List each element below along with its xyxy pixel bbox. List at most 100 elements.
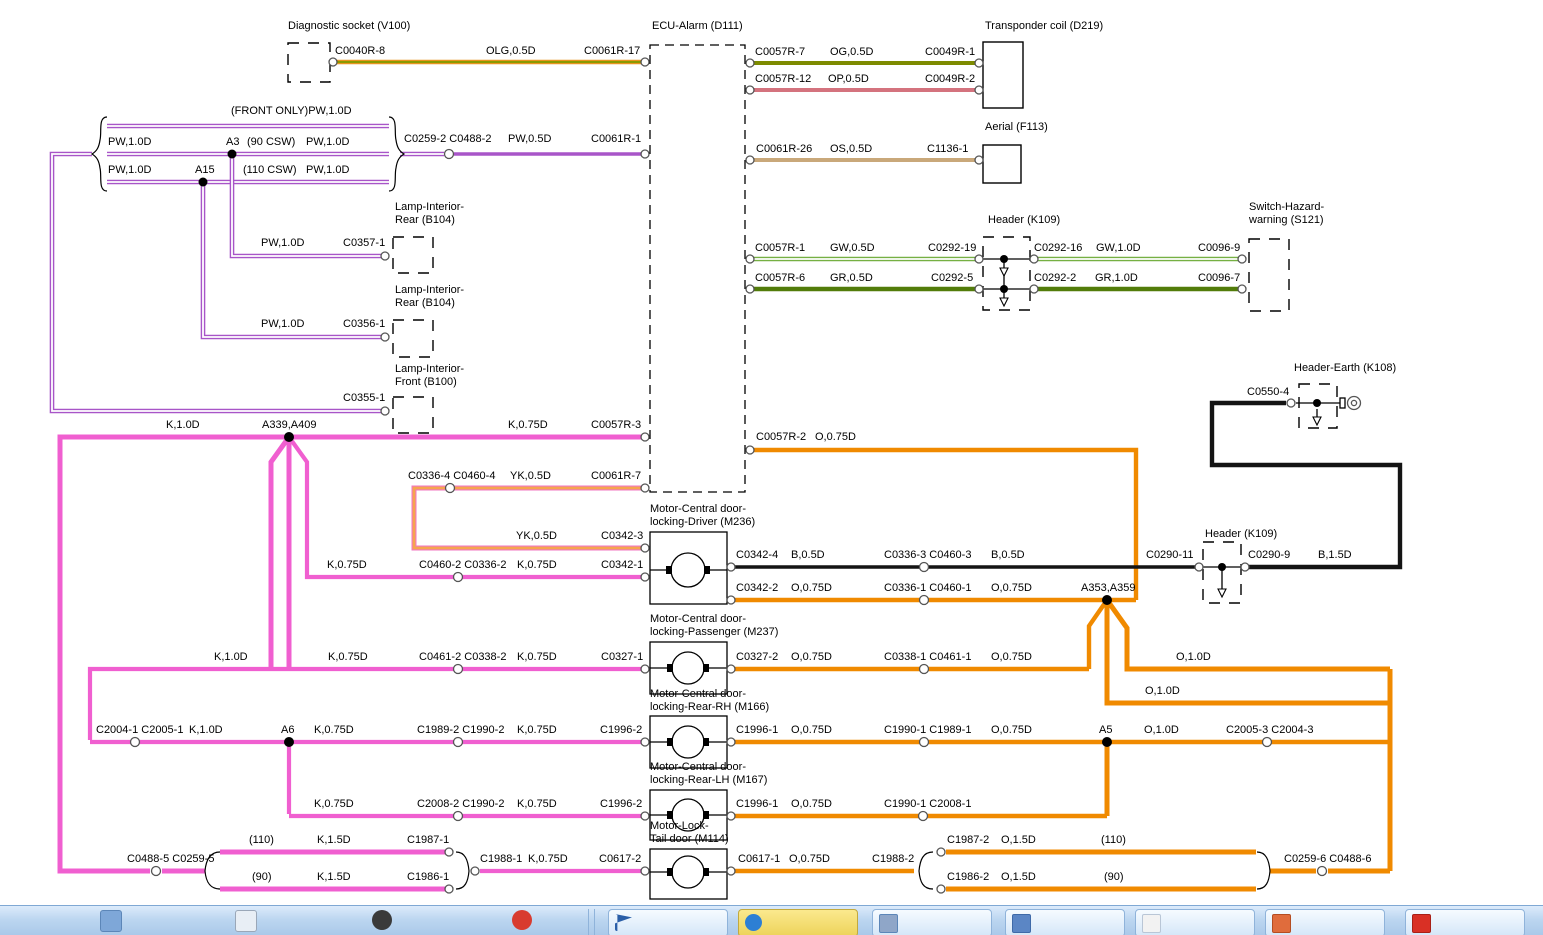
component-label: Switch-Hazard- <box>1249 201 1325 213</box>
wire-label: K,0.75D <box>528 853 568 865</box>
wire-label: C2008-2 C1990-2 <box>417 798 505 810</box>
wire-label: C1989-2 C1990-2 <box>417 724 505 736</box>
wire-label: C2005-3 C2004-3 <box>1226 724 1314 736</box>
wire-label: YK,0.5D <box>510 470 551 482</box>
wire-label: C1987-2 <box>947 834 990 846</box>
wire-label: A6 <box>281 724 295 736</box>
header-k109-right-internal <box>1203 563 1241 599</box>
wire-label: O,0.75D <box>791 582 832 594</box>
wire-label: B,1.5D <box>1318 549 1352 561</box>
wire-label: C0096-7 <box>1198 272 1241 284</box>
wire-label: GW,0.5D <box>830 242 875 254</box>
taskbar-button-flag[interactable] <box>608 909 728 935</box>
wire-label: C0049R-1 <box>925 46 976 58</box>
component-label: Lamp-Interior- <box>395 363 465 375</box>
wire-label: C0057R-1 <box>755 242 806 254</box>
wire-label: (110) <box>249 834 274 846</box>
window-icon <box>1012 914 1031 933</box>
wire-label: YK,0.5D <box>516 530 557 542</box>
ecu-alarm-box <box>649 44 746 493</box>
wire-label: C0488-5 C0259-5 <box>127 853 215 865</box>
wire-label: C1996-2 <box>600 724 643 736</box>
wire-label: C0290-9 <box>1248 549 1291 561</box>
opera-icon[interactable] <box>512 910 532 930</box>
wire-label: C0342-3 <box>601 530 644 542</box>
wire-label: C0259-6 C0488-6 <box>1284 853 1372 865</box>
wire-label: B,0.5D <box>991 549 1025 561</box>
wire-label: C0057R-2 <box>756 431 807 443</box>
wire-label: C1988-2 <box>872 853 915 865</box>
wire-label: C0327-2 <box>736 651 779 663</box>
taskbar-button-warning[interactable] <box>1265 909 1385 935</box>
component-label: locking-Driver (M236) <box>650 516 756 528</box>
wire-label: C0057R-3 <box>591 419 642 431</box>
wire-label: O,0.75D <box>791 651 832 663</box>
wire-label: A3 <box>226 136 240 148</box>
component-label: Header-Earth (K108) <box>1294 362 1397 374</box>
taskbar-button-photos[interactable] <box>872 909 992 935</box>
wire-label: K,0.75D <box>327 559 367 571</box>
wire-label: C1996-2 <box>600 798 643 810</box>
wire-label: K,0.75D <box>517 724 557 736</box>
wire-label: K,1.0D <box>214 651 248 663</box>
wire-label: C0342-1 <box>601 559 644 571</box>
wire-o-bus <box>733 447 1393 892</box>
wire-label: K,0.75D <box>517 559 557 571</box>
document-icon[interactable] <box>235 910 257 932</box>
wire-label: C1996-1 <box>736 798 779 810</box>
wire-label: OS,0.5D <box>830 143 873 155</box>
wire-label: (90) <box>252 871 272 883</box>
wire-label: A15 <box>195 164 215 176</box>
wire-label: C0327-1 <box>601 651 644 663</box>
wire-yk <box>411 485 641 551</box>
windows-taskbar <box>0 905 1543 935</box>
wire-label: PW,1.0D <box>108 164 152 176</box>
folder-icon[interactable] <box>100 910 122 932</box>
taskbar-button-window[interactable] <box>1005 909 1125 935</box>
wire-label: C0355-1 <box>343 392 386 404</box>
wire-label: A353,A359 <box>1081 582 1136 594</box>
wire-label: C0061R-26 <box>756 143 813 155</box>
warning-icon <box>1272 914 1291 933</box>
wire-label: O,0.75D <box>991 724 1032 736</box>
motor-tail-door <box>649 848 728 900</box>
wire-label: K,0.75D <box>517 651 557 663</box>
wire-label: (90) <box>1104 871 1124 883</box>
component-label: Rear (B104) <box>395 297 455 309</box>
wire-label: PW,1.0D <box>108 136 152 148</box>
taskbar-button-messenger[interactable] <box>738 909 858 935</box>
transponder-coil-box <box>982 41 1024 109</box>
wire-label: C2004-1 C2005-1 <box>96 724 184 736</box>
wire-label: O,1.0D <box>1144 724 1179 736</box>
wire-label: C0057R-6 <box>755 272 806 284</box>
wire-label: C0342-2 <box>736 582 779 594</box>
component-label: Motor-Lock- <box>650 820 709 832</box>
wire-label: (110 CSW) <box>243 164 297 176</box>
wire-label: C0259-2 C0488-2 <box>404 133 492 145</box>
lamp-rear-2-box <box>392 319 434 358</box>
blank-icon <box>1142 914 1161 933</box>
wire-label: C0342-4 <box>736 549 779 561</box>
component-label: Tail door (M114) <box>650 833 729 845</box>
messenger-icon <box>745 914 762 931</box>
component-label: Motor-Central door- <box>650 761 746 773</box>
wire-label: C0061R-17 <box>584 45 641 57</box>
taskbar-button-blank[interactable] <box>1135 909 1255 935</box>
component-label: locking-Passenger (M237) <box>650 626 779 638</box>
wire-label: PW,1.0D <box>306 164 350 176</box>
component-label: Transponder coil (D219) <box>985 20 1104 32</box>
wire-label: O,1.0D <box>1145 685 1180 697</box>
diagnostic-socket-box <box>287 42 331 83</box>
wire-label: O,0.75D <box>789 853 830 865</box>
wire-label: (FRONT ONLY)PW,1.0D <box>231 105 352 117</box>
component-label: warning (S121) <box>1249 214 1324 226</box>
user-icon[interactable] <box>372 910 392 930</box>
flag-icon <box>615 914 632 931</box>
wire-label: C0461-2 C0338-2 <box>419 651 507 663</box>
connectors <box>129 57 1328 894</box>
taskbar-button-media[interactable] <box>1405 909 1525 935</box>
component-label: Motor-Central door- <box>650 688 746 700</box>
wire-label: B,0.5D <box>791 549 825 561</box>
lamp-rear-1-box <box>392 236 434 274</box>
component-label: locking-Rear-LH (M167) <box>650 774 768 786</box>
